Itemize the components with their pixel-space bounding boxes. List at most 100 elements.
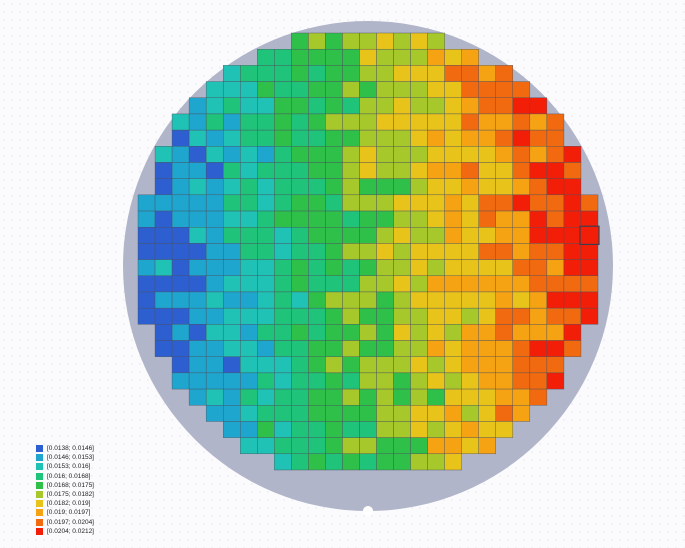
die-cell: [410, 178, 428, 196]
die-cell: [546, 356, 565, 374]
die-cell: [529, 307, 548, 325]
die-cell: [325, 307, 343, 325]
die-cell: [308, 129, 326, 147]
legend-label: [0.0182; 0.019]: [47, 500, 91, 508]
die-cell: [257, 243, 275, 260]
die-cell: [495, 291, 514, 309]
die-cell: [495, 275, 514, 293]
die-cell: [580, 243, 599, 260]
die-cell: [154, 307, 173, 325]
die-cell: [444, 210, 462, 228]
die-cell: [325, 388, 343, 406]
die-cell: [410, 437, 428, 455]
die-cell: [188, 291, 207, 309]
die-cell: [291, 81, 309, 98]
die-cell: [205, 146, 224, 163]
die-cell: [427, 307, 445, 325]
die-cell: [188, 146, 207, 163]
die-cell: [222, 324, 241, 341]
die-cell: [257, 259, 275, 276]
die-cell: [563, 178, 582, 196]
die-cell: [205, 405, 224, 422]
die-cell: [495, 243, 514, 260]
die-cell: [376, 437, 394, 455]
die-cell: [222, 97, 241, 115]
die-cell: [325, 324, 343, 341]
die-cell: [410, 356, 428, 374]
die-cell: [342, 437, 360, 455]
die-cell: [444, 275, 462, 293]
die-cell: [171, 146, 190, 163]
die-cell: [478, 372, 496, 390]
die-cell: [240, 324, 258, 341]
die-cell: [274, 453, 292, 471]
die-cell: [188, 275, 207, 293]
die-cell: [580, 259, 599, 276]
die-cell: [188, 129, 207, 147]
die-cell: [222, 162, 241, 179]
die-cell: [342, 324, 360, 341]
die-cell: [376, 275, 394, 293]
die-cell: [495, 146, 514, 163]
die-cell: [291, 210, 309, 228]
legend-item: [0.0182; 0.019]: [36, 499, 94, 508]
die-cell: [580, 291, 599, 309]
die-cell: [529, 162, 548, 179]
die-cell: [410, 210, 428, 228]
die-cell: [240, 162, 258, 179]
die-cell: [444, 437, 462, 455]
die-cell: [342, 48, 360, 66]
die-cell: [461, 227, 479, 244]
die-cell: [495, 356, 514, 374]
die-cell: [171, 307, 190, 325]
die-cell: [495, 97, 514, 115]
die-cell: [478, 81, 496, 98]
die-cell: [188, 178, 207, 196]
die-cell: [427, 291, 445, 309]
die-cell: [171, 194, 190, 212]
die-cell: [308, 275, 326, 293]
die-cell: [137, 227, 156, 244]
die-cell: [444, 178, 462, 196]
die-cell: [393, 437, 411, 455]
die-cell: [171, 324, 190, 341]
die-cell: [376, 243, 394, 260]
die-cell: [410, 113, 428, 131]
die-cell: [563, 275, 582, 293]
die-cell: [529, 210, 548, 228]
die-cell: [205, 372, 224, 390]
die-cell: [495, 210, 514, 228]
die-cell: [427, 356, 445, 374]
die-cell: [512, 307, 531, 325]
die-cell: [205, 129, 224, 147]
die-cell: [393, 146, 411, 163]
highlighted-die[interactable]: [579, 225, 600, 246]
die-cell: [240, 146, 258, 163]
die-cell: [274, 81, 292, 98]
die-cell: [308, 307, 326, 325]
die-cell: [240, 97, 258, 115]
die-cell: [274, 437, 292, 455]
die-cell: [478, 356, 496, 374]
die-cell: [291, 324, 309, 341]
die-cell: [393, 405, 411, 422]
die-cell: [546, 307, 565, 325]
die-cell: [274, 146, 292, 163]
die-cell: [512, 97, 531, 115]
die-cell: [342, 113, 360, 131]
die-cell: [171, 356, 190, 374]
die-cell: [325, 453, 343, 471]
die-cell: [137, 307, 156, 325]
die-cell: [546, 275, 565, 293]
die-cell: [529, 356, 548, 374]
die-cell: [478, 259, 496, 276]
die-cell: [410, 146, 428, 163]
die-cell: [257, 340, 275, 357]
die-cell: [240, 65, 258, 82]
die-cell: [257, 372, 275, 390]
die-cell: [222, 243, 241, 260]
die-cell: [444, 259, 462, 276]
die-cell: [325, 372, 343, 390]
die-cell: [257, 275, 275, 293]
die-cell: [257, 97, 275, 115]
